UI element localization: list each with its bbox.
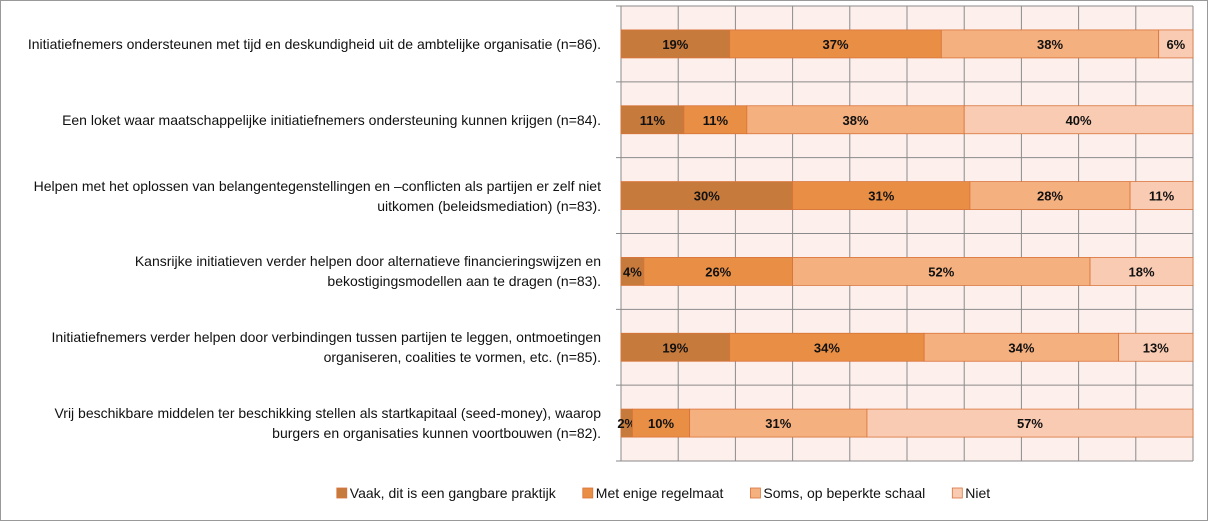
data-label: 10% (648, 416, 674, 431)
legend-swatch (750, 487, 761, 499)
data-label: 57% (1017, 416, 1043, 431)
data-label: 18% (1129, 264, 1155, 279)
data-label: 37% (822, 37, 848, 52)
bar-segment (689, 408, 868, 438)
data-label: 40% (1066, 113, 1092, 128)
category-label: Initiatiefnemers verder helpen door verb… (51, 329, 601, 366)
bar-segment (620, 181, 794, 210)
legend-swatch (951, 487, 963, 499)
data-label: 30% (694, 189, 720, 204)
bar-segment (620, 29, 731, 59)
legend: Vaak, dit is een gangbare praktijk Met en… (336, 485, 990, 501)
bar-segment (746, 105, 965, 135)
data-label: 38% (1037, 37, 1063, 52)
bar-segment (683, 105, 748, 135)
bar-segment (923, 332, 1120, 362)
bar-segment (969, 181, 1131, 210)
bar-segment (729, 332, 925, 362)
data-label: 11% (703, 113, 729, 128)
data-label: 19% (662, 340, 688, 355)
category-label: Een loket waar maatschappelijke initiati… (62, 111, 601, 128)
bar-segment (963, 105, 1194, 135)
category-label: Initiatiefnemers ondersteunen met tijd e… (27, 35, 601, 52)
bar-segment (632, 408, 691, 438)
data-label: 31% (868, 189, 894, 204)
bar-segment (643, 257, 794, 286)
legend-label: Vaak, dit is een gangbare praktijk (350, 485, 557, 501)
bar-segment (1129, 181, 1194, 210)
legend-label: Met enige regelmaat (596, 485, 724, 501)
data-label: 2% (617, 416, 636, 431)
bar-segment (940, 29, 1160, 59)
bar-segment (729, 29, 942, 59)
category-label: Helpen met het oplossen van belangentege… (33, 177, 601, 214)
data-label: 31% (765, 416, 791, 431)
legend-label: Soms, op beperkte schaal (763, 485, 925, 501)
bar-segment (1118, 332, 1194, 362)
data-label: 11% (1149, 189, 1175, 204)
bar-segment (792, 257, 1091, 286)
data-label: 34% (814, 340, 840, 355)
category-label: Vrij beschikbare middelen ter beschikkin… (54, 405, 601, 442)
data-label: 38% (843, 113, 869, 128)
data-label: 34% (1008, 340, 1034, 355)
bar-segment (1089, 257, 1194, 286)
data-label: 52% (928, 264, 954, 279)
category-label: Kansrijke initiatieven verder helpen doo… (134, 253, 601, 290)
legend-swatch (582, 487, 594, 499)
bar-segment (1158, 29, 1194, 59)
bar-segment (620, 332, 731, 362)
legend-label: Niet (965, 485, 990, 501)
data-label: 19% (662, 37, 688, 52)
legend-swatch (336, 487, 348, 499)
data-label: 6% (1166, 37, 1185, 52)
data-label: 26% (705, 264, 731, 279)
data-label: 28% (1037, 189, 1063, 204)
data-label: 4% (623, 264, 642, 279)
bar-segment (866, 408, 1194, 438)
data-label: 13% (1143, 340, 1169, 355)
bar-segment (792, 181, 971, 210)
data-label: 11% (640, 113, 666, 128)
